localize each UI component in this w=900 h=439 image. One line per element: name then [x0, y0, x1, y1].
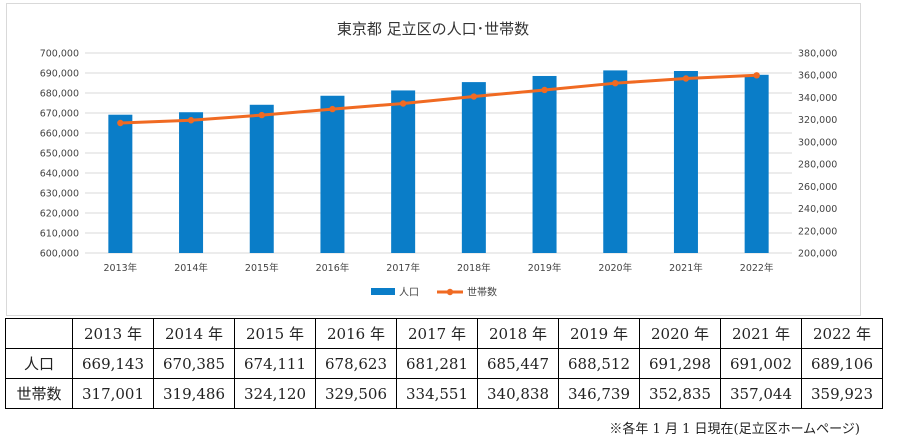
table-header-cell: 2017 年 [396, 318, 478, 349]
population-bar [532, 75, 557, 253]
y-right-tick-label: 200,000 [798, 249, 837, 260]
population-bar [320, 95, 345, 253]
households-point [258, 111, 265, 119]
table-cell: 678,623 [315, 348, 397, 379]
households-point [682, 75, 690, 82]
households-point [612, 79, 619, 87]
y-right-tick-label: 340,000 [798, 93, 837, 104]
chart-container: 東京都 足立区の人口･世帯数 600,000 610,000 620,000 630,… [6, 3, 861, 316]
table-header-cell: 2013 年 [72, 318, 154, 349]
x-tick-label: 2017年 [386, 262, 420, 274]
y-right-tick-label: 320,000 [798, 115, 837, 126]
table-header-row: 2013 年 2014 年 2015 年 2016 年 2017 年 2018 … [5, 318, 883, 349]
table-cell: 688,512 [558, 348, 640, 379]
y-left-tick-label: 640,000 [40, 169, 79, 180]
y-left-tick-label: 620,000 [40, 209, 79, 220]
y-left-tick-label: 700,000 [40, 49, 79, 60]
population-bar [391, 90, 416, 253]
population-bar [179, 112, 204, 253]
table-corner-cell [5, 318, 73, 349]
table-row-population: 人口 669,143 670,385 674,111 678,623 681,2… [5, 348, 883, 379]
table-cell: 670,385 [153, 348, 235, 379]
table-header-cell: 2016 年 [315, 318, 397, 349]
households-point [541, 86, 548, 94]
table-header-cell: 2022 年 [801, 318, 883, 349]
population-bar [249, 104, 274, 253]
population-bar [603, 70, 628, 254]
combo-chart: 東京都 足立区の人口･世帯数 600,000 610,000 620,000 630,… [40, 20, 838, 299]
table-cell: 685,447 [477, 348, 559, 379]
x-tick-label: 2013年 [104, 262, 138, 274]
table-cell: 669,143 [72, 348, 154, 379]
x-tick-label: 2019年 [528, 262, 562, 274]
y-left-tick-label: 600,000 [40, 249, 79, 260]
table-row-label: 人口 [5, 348, 73, 379]
y-right-tick-label: 280,000 [798, 160, 837, 171]
y-left-tick-label: 660,000 [40, 129, 79, 140]
table-cell: 329,506 [315, 378, 397, 409]
y-right-tick-label: 300,000 [798, 137, 837, 148]
table-cell: 691,002 [720, 348, 802, 379]
table-header-cell: 2020 年 [639, 318, 721, 349]
y-right-tick-label: 360,000 [798, 71, 837, 82]
population-bar [673, 70, 698, 253]
table-cell: 334,551 [396, 378, 478, 409]
y-left-tick-label: 630,000 [40, 189, 79, 200]
table-cell: 324,120 [234, 378, 316, 409]
y-right-tick-label: 220,000 [798, 226, 837, 237]
legend-swatch-population [371, 288, 395, 295]
households-line [120, 73, 757, 125]
y-left-tick-label: 690,000 [40, 69, 79, 80]
table-cell: 689,106 [801, 348, 883, 379]
x-tick-label: 2022年 [740, 262, 774, 274]
table-cell: 317,001 [72, 378, 154, 409]
table-row-label: 世帯数 [5, 378, 73, 409]
table-cell: 691,298 [639, 348, 721, 379]
y-right-tick-label: 380,000 [798, 49, 837, 60]
table-cell: 346,739 [558, 378, 640, 409]
source-note: ※各年 1 月 1 日現在(足立区ホームページ) [609, 422, 860, 437]
x-tick-label: 2015年 [245, 262, 279, 274]
y-right-tick-label: 240,000 [798, 204, 837, 215]
y-left-tick-label: 680,000 [40, 89, 79, 100]
x-tick-label: 2018年 [457, 262, 491, 274]
x-tick-label: 2020年 [598, 262, 632, 274]
legend-marker-households [446, 288, 454, 296]
table-header-cell: 2019 年 [558, 318, 640, 349]
y-left-tick-label: 650,000 [40, 149, 79, 160]
x-tick-label: 2014年 [174, 262, 208, 274]
population-bar [744, 74, 769, 254]
table-cell: 340,838 [477, 378, 559, 409]
legend-label-population: 人口 [399, 287, 419, 299]
households-point [399, 100, 407, 107]
y-left-tick-label: 670,000 [40, 109, 79, 120]
x-tick-label: 2016年 [316, 262, 350, 274]
households-point [117, 119, 124, 127]
x-tick-label: 2021年 [669, 262, 703, 274]
table-cell: 319,486 [153, 378, 235, 409]
population-bar [461, 82, 486, 253]
households-point [329, 105, 336, 113]
households-point [470, 93, 478, 100]
table-header-cell: 2018 年 [477, 318, 559, 349]
y-left-tick-label: 610,000 [40, 229, 79, 240]
table-cell: 359,923 [801, 378, 883, 409]
households-point [187, 117, 195, 124]
table-row-households: 世帯数 317,001 319,486 324,120 329,506 334,… [5, 378, 883, 409]
table-cell: 352,835 [639, 378, 721, 409]
table-header-cell: 2014 年 [153, 318, 235, 349]
chart-title: 東京都 足立区の人口･世帯数 [337, 20, 529, 38]
households-point [753, 72, 760, 79]
legend-label-households: 世帯数 [467, 286, 497, 299]
table-cell: 357,044 [720, 378, 802, 409]
table-cell: 681,281 [396, 348, 478, 379]
table-header-cell: 2021 年 [720, 318, 802, 349]
data-table: 2013 年 2014 年 2015 年 2016 年 2017 年 2018 … [5, 318, 883, 409]
table-header-cell: 2015 年 [234, 318, 316, 349]
table-cell: 674,111 [234, 348, 316, 379]
population-bar [108, 114, 133, 254]
y-right-tick-label: 260,000 [798, 182, 837, 193]
